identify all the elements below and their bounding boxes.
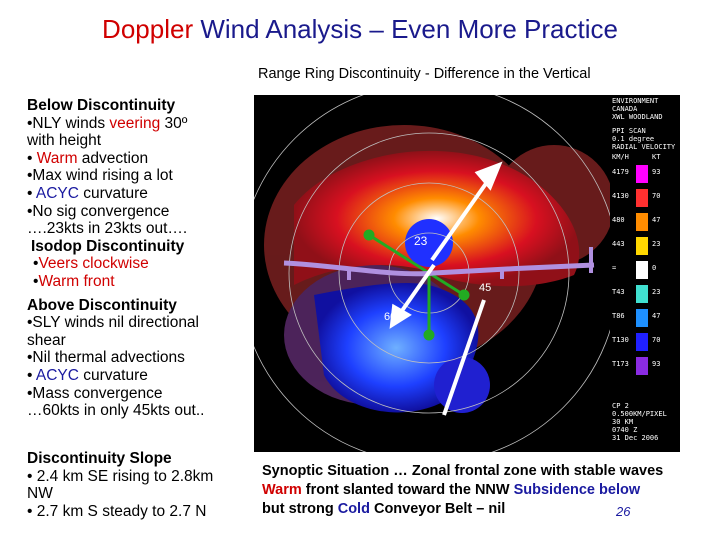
svg-text:0.500KM/PIXEL: 0.500KM/PIXEL — [612, 410, 667, 418]
synoptic-notes: Synoptic Situation … Zonal frontal zone … — [262, 462, 712, 519]
legend-kt-4: 0 — [652, 264, 656, 272]
legend-kt-8: 93 — [652, 360, 660, 368]
legend-kt-0: 93 — [652, 168, 660, 176]
isodop-heading: Isodop Discontinuity — [31, 237, 185, 255]
isodop-line1: •Veers clockwise — [33, 255, 149, 273]
blue-core-center — [405, 219, 453, 267]
legend-swatch-2 — [636, 213, 648, 231]
legend-kmh-1: 4130 — [612, 192, 629, 200]
legend-header: ENVIRONMENT CANADA XWL WOODLAND PPI SCAN… — [612, 97, 676, 161]
below-line7: ….23kts in 23kts out…. — [27, 220, 188, 238]
legend-kt-2: 47 — [652, 216, 660, 224]
above-line6: …60kts in only 45kts out.. — [27, 402, 205, 420]
legend-swatch-1 — [636, 189, 648, 207]
legend-swatch-5 — [636, 285, 648, 303]
legend-kmh-6: T86 — [612, 312, 625, 320]
above-line1: •SLY winds nil directional — [27, 314, 199, 332]
slope-line3: • 2.7 km S steady to 2.7 N — [27, 502, 207, 520]
above-line4: • ACYC curvature — [27, 366, 148, 384]
legend-kmh-2: 480 — [612, 216, 625, 224]
legend-kt-5: 23 — [652, 288, 660, 296]
above-line3: •Nil thermal advections — [27, 349, 185, 367]
legend-kmh-7: T130 — [612, 336, 629, 344]
label-45: 45 — [479, 282, 491, 294]
radar-svg: 23 60 45 ENVIRONMENT CANADA XWL WOODLAND… — [254, 95, 680, 452]
front-pips — [347, 247, 593, 280]
slide-title: Doppler Wind Analysis – Even More Practi… — [0, 14, 720, 45]
below-line3: • Warm advection — [27, 149, 149, 167]
legend-swatch-6 — [636, 309, 648, 327]
slope-line2: NW — [27, 485, 53, 503]
notes-panel: Below Discontinuity •NLY winds veering 3… — [27, 97, 259, 420]
warm-front-line — [283, 260, 595, 277]
svg-text:CP 2: CP 2 — [612, 402, 629, 410]
svg-text:KM/H: KM/H — [612, 153, 629, 161]
page-number: 26 — [616, 504, 631, 519]
legend-kt-7: 70 — [652, 336, 660, 344]
synoptic-line1: Synoptic Situation … Zonal frontal zone … — [262, 463, 664, 479]
above-line5: •Mass convergence — [27, 384, 163, 402]
legend-kmh-5: T43 — [612, 288, 625, 296]
above-line2: shear — [27, 331, 66, 349]
legend-kmh-3: 443 — [612, 240, 625, 248]
svg-text:ENVIRONMENT: ENVIRONMENT — [612, 97, 659, 105]
radar-subtitle: Range Ring Discontinuity - Difference in… — [258, 66, 591, 82]
legend-rows: 4179 93 4130 70 480 47 443 23 = 0 T43 23 T86 47 T130 70… — [612, 165, 660, 375]
below-heading: Below Discontinuity — [27, 97, 176, 114]
title-doppler: Doppler — [102, 14, 194, 44]
legend-kmh-4: = — [612, 264, 616, 272]
svg-text:31 Dec 2006: 31 Dec 2006 — [612, 434, 658, 442]
below-line5: • ACYC curvature — [27, 184, 148, 202]
title-rest: Wind Analysis – Even More Practice — [193, 14, 618, 44]
legend-kmh-0: 4179 — [612, 168, 629, 176]
legend-kt-6: 47 — [652, 312, 660, 320]
below-line2: with height — [27, 132, 102, 150]
below-line1: •NLY winds veering 30º — [27, 114, 188, 132]
legend-footer: CP 2 0.500KM/PIXEL 30 KM 0740 Z 31 Dec 2… — [612, 402, 667, 442]
slope-panel: Discontinuity Slope • 2.4 km SE rising t… — [27, 450, 259, 520]
wind-arrows — [389, 161, 503, 416]
below-line4: •Max wind rising a lot — [27, 167, 173, 185]
label-23: 23 — [414, 234, 428, 248]
synoptic-line2: Warm front slanted toward the NNW Subsid… — [262, 482, 641, 498]
slope-line1: • 2.4 km SE rising to 2.8km — [27, 467, 214, 485]
label-60: 60 — [384, 311, 396, 323]
legend-swatch-7 — [636, 333, 648, 351]
below-line6: •No sig convergence — [27, 202, 170, 220]
legend-swatch-3 — [636, 237, 648, 255]
legend-kmh-8: T173 — [612, 360, 629, 368]
svg-text:0.1 degree: 0.1 degree — [612, 135, 654, 143]
svg-text:CANADA: CANADA — [612, 105, 638, 113]
legend-kt-1: 70 — [652, 192, 660, 200]
legend-swatch-4 — [636, 261, 648, 279]
svg-text:30 KM: 30 KM — [612, 418, 633, 426]
svg-text:KT: KT — [652, 153, 661, 161]
red-velocity-region — [294, 150, 580, 287]
radar-image: 23 60 45 ENVIRONMENT CANADA XWL WOODLAND… — [254, 95, 680, 452]
legend-swatch-8 — [636, 357, 648, 375]
svg-text:XWL WOODLAND: XWL WOODLAND — [612, 113, 663, 121]
above-heading: Above Discontinuity — [27, 296, 177, 314]
isodop-line2: •Warm front — [33, 272, 115, 290]
synoptic-line3: but strong Cold Conveyor Belt – nil — [262, 501, 506, 517]
svg-text:0740 Z: 0740 Z — [612, 426, 637, 434]
svg-text:RADIAL VELOCITY: RADIAL VELOCITY — [612, 143, 676, 151]
slope-heading: Discontinuity Slope — [27, 450, 172, 467]
legend-kt-3: 23 — [652, 240, 660, 248]
svg-text:PPI SCAN: PPI SCAN — [612, 127, 646, 135]
legend-swatch-0 — [636, 165, 648, 183]
